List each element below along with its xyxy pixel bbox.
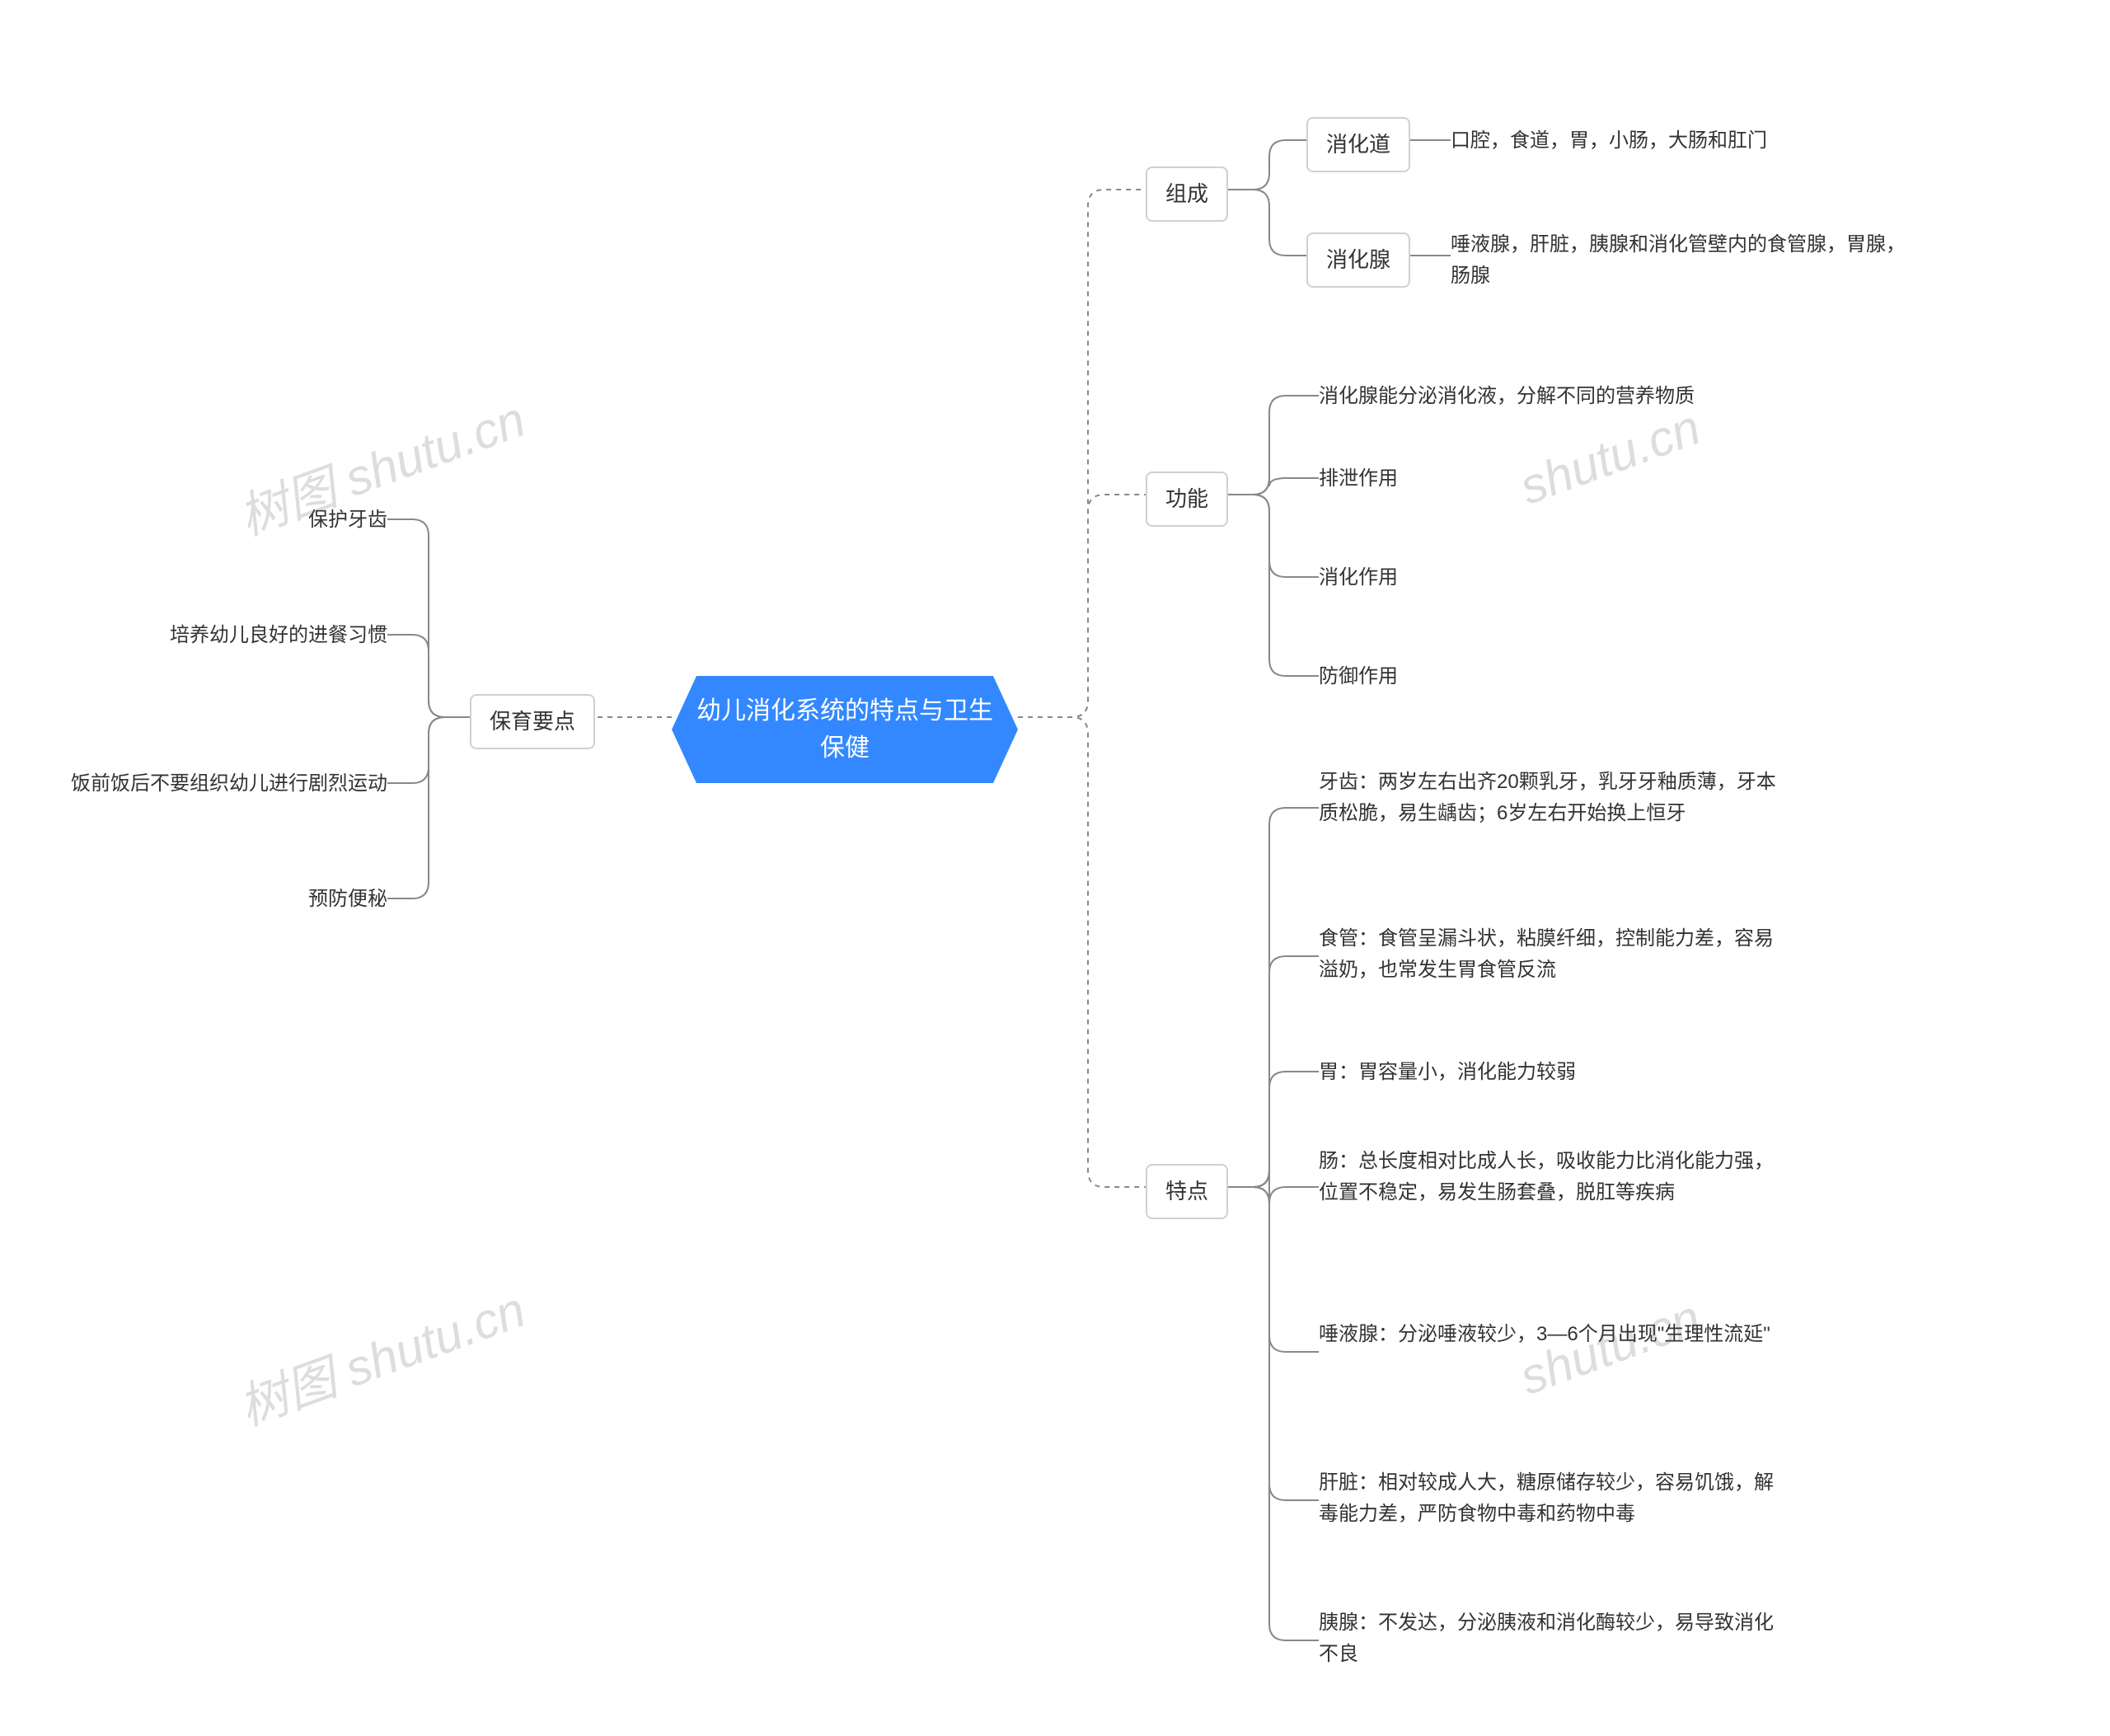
leaf-feat-6: 胰腺：不发达，分泌胰液和消化酶较少，易导致消化不良 <box>1319 1607 1789 1671</box>
root-node: 幼儿消化系统的特点与卫生保健 <box>672 676 1018 783</box>
leaf-care-1: 培养幼儿良好的进餐习惯 <box>124 620 387 651</box>
leaf-func-1: 排泄作用 <box>1319 463 1566 495</box>
sub-branch-glands: 消化腺 <box>1306 232 1410 288</box>
branch-function: 功能 <box>1146 472 1228 527</box>
leaf-func-2: 消化作用 <box>1319 562 1566 594</box>
branch-composition: 组成 <box>1146 167 1228 222</box>
leaf-feat-5: 肝脏：相对较成人大，糖原储存较少，容易饥饿，解毒能力差，严防食物中毒和药物中毒 <box>1319 1467 1789 1531</box>
leaf-care-0: 保护牙齿 <box>206 504 387 536</box>
leaf-care-2: 饭前饭后不要组织幼儿进行剧烈运动 <box>33 768 387 800</box>
leaf-care-3: 预防便秘 <box>247 884 387 915</box>
branch-care: 保育要点 <box>470 694 595 749</box>
watermark: 树图 shutu.cn <box>227 1269 533 1439</box>
branch-feature: 特点 <box>1146 1164 1228 1219</box>
leaf-func-3: 防御作用 <box>1319 661 1566 692</box>
leaf-func-0: 消化腺能分泌消化液，分解不同的营养物质 <box>1319 381 1764 412</box>
leaf-feat-0: 牙齿：两岁左右出齐20颗乳牙，乳牙牙釉质薄，牙本质松脆，易生龋齿；6岁左右开始换… <box>1319 767 1789 830</box>
sub-branch-tract: 消化道 <box>1306 117 1410 172</box>
leaf-glands-desc: 唾液腺，肝脏，胰腺和消化管壁内的食管腺，胃腺，肠腺 <box>1451 229 1912 293</box>
leaf-feat-2: 胃：胃容量小，消化能力较弱 <box>1319 1057 1789 1088</box>
watermark: shutu.cn <box>1512 398 1708 515</box>
leaf-tract-desc: 口腔，食道，胃，小肠，大肠和肛门 <box>1451 125 1863 157</box>
leaf-feat-1: 食管：食管呈漏斗状，粘膜纤细，控制能力差，容易溢奶，也常发生胃食管反流 <box>1319 923 1789 987</box>
leaf-feat-4: 唾液腺：分泌唾液较少，3—6个月出现"生理性流延" <box>1319 1319 1789 1350</box>
leaf-feat-3: 肠：总长度相对比成人长，吸收能力比消化能力强，位置不稳定，易发生肠套叠，脱肛等疾… <box>1319 1146 1789 1209</box>
